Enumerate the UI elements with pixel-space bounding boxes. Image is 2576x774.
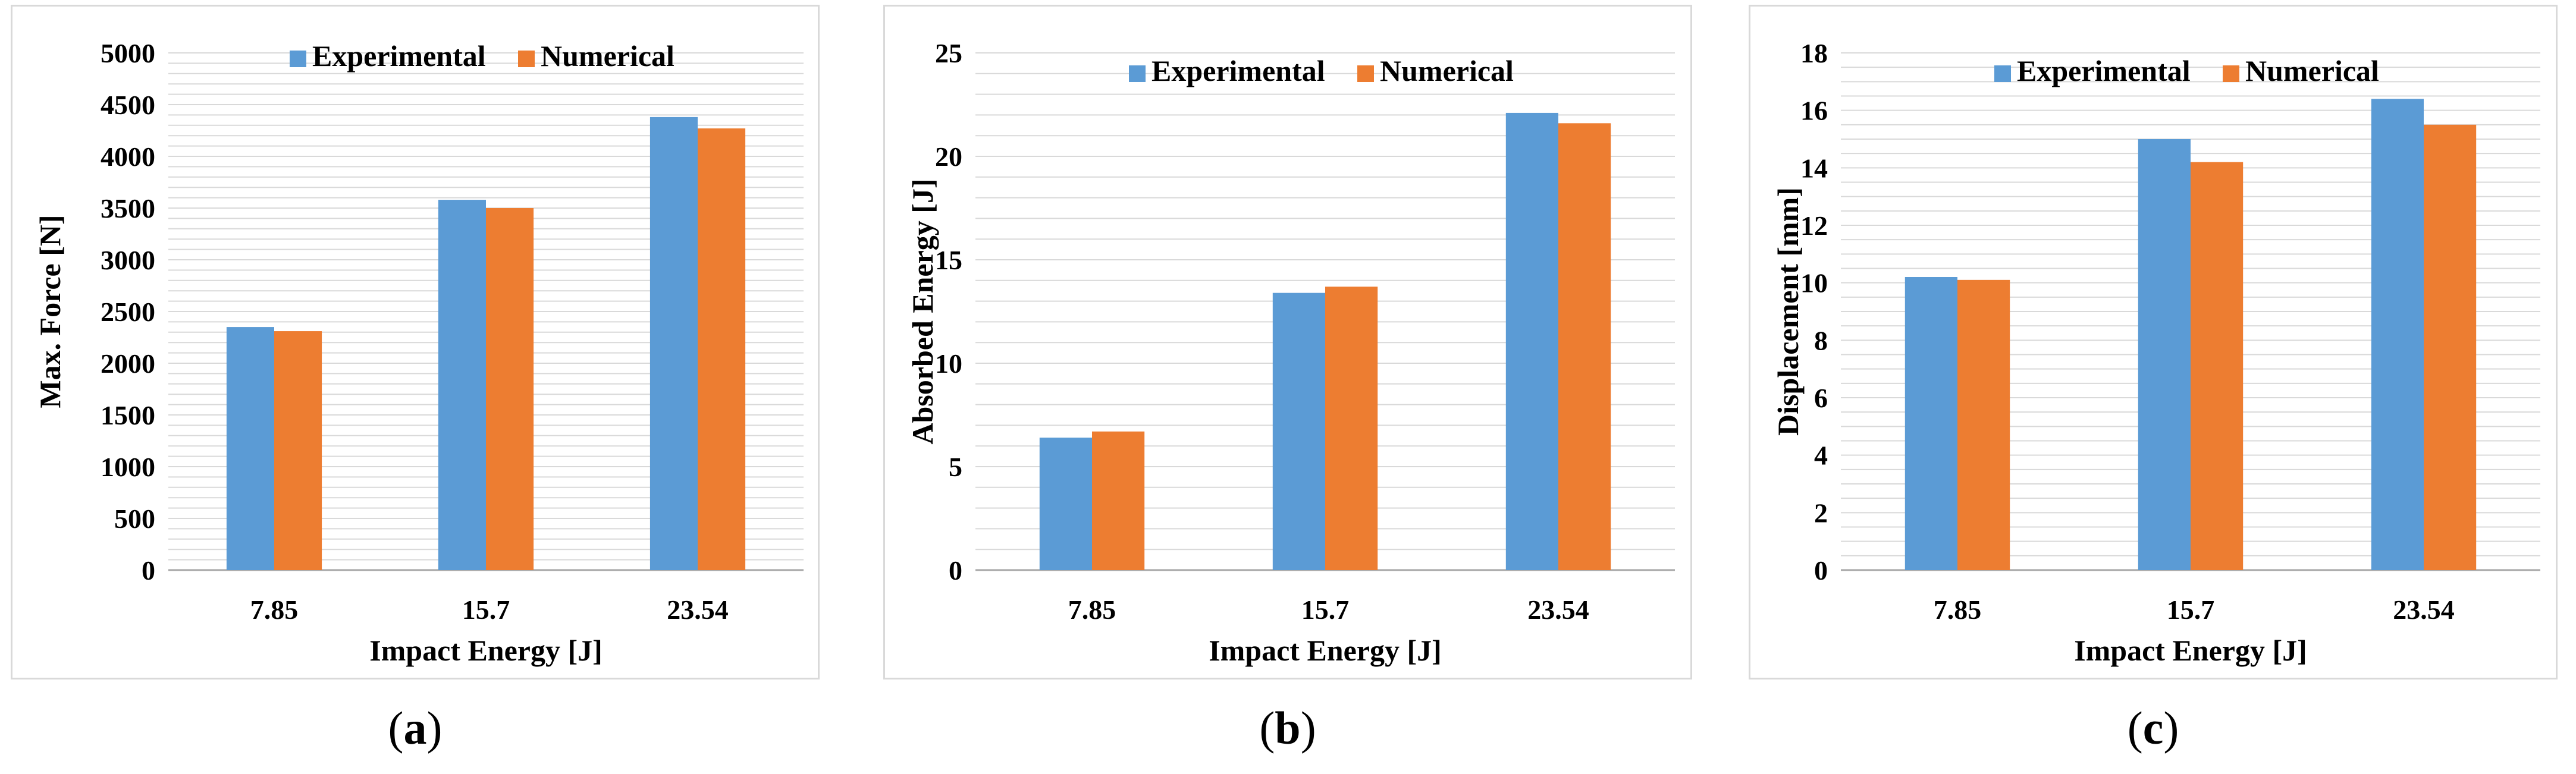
legend-label-experimental: Experimental [312, 39, 486, 73]
bar-experimental-15_7 [2138, 139, 2191, 570]
legend-swatch-experimental [1994, 65, 2011, 82]
chart-c-svg: 0 2 4 6 8 10 12 14 16 18 7.85 15.7 23.54 Impact Energ… [1771, 38, 2540, 667]
caption-a-close: ) [426, 702, 443, 754]
caption-c: (c) [1749, 701, 2558, 755]
y-tick-label: 0 [949, 555, 962, 586]
y-tick-label: 2 [1814, 498, 1828, 528]
y-tick-label: 1500 [101, 400, 155, 430]
bar-experimental-23_54 [650, 117, 698, 570]
y-tick-label: 5 [949, 452, 962, 482]
caption-a-letter: a [403, 702, 427, 754]
caption-b-open: ( [1259, 702, 1275, 754]
legend-swatch-experimental [1129, 65, 1146, 82]
chart-b-svg: 0 5 10 15 20 25 7.85 15.7 23.54 Impact Energy [J]… [906, 38, 1675, 667]
bar-numerical-7_85 [274, 331, 322, 570]
x-category-label: 15.7 [1301, 594, 1350, 625]
y-tick-label: 15 [935, 245, 962, 275]
y-tick-label: 5000 [101, 38, 155, 68]
y-tick-label: 14 [1800, 153, 1828, 183]
chart-panel-a: 0 500 1000 1500 2000 2500 3000 3500 4000 4500 5000… [11, 5, 820, 679]
bar-numerical-7_85 [1092, 431, 1145, 570]
y-tick-label: 500 [114, 504, 155, 534]
legend-swatch-experimental [290, 51, 306, 67]
y-tick-label: 3500 [101, 193, 155, 224]
bar-experimental-7_85 [226, 327, 274, 570]
y-tick-label: 10 [935, 348, 962, 379]
y-tick-label: 3000 [101, 245, 155, 275]
caption-b-letter: b [1275, 702, 1301, 754]
legend-swatch-numerical [518, 51, 535, 67]
caption-a: (a) [11, 701, 820, 755]
y-tick-label: 2500 [101, 297, 155, 327]
bar-numerical-7_85 [1957, 279, 2010, 570]
caption-c-close: ) [2163, 702, 2179, 754]
x-axis-label: Impact Energy [J] [2074, 634, 2307, 667]
bar-experimental-23_54 [1505, 112, 1558, 571]
legend-swatch-numerical [2223, 65, 2239, 82]
x-category-label: 15.7 [462, 594, 510, 625]
bar-numerical-15_7 [486, 208, 534, 570]
y-tick-label: 1000 [101, 452, 155, 482]
y-tick-label: 8 [1814, 325, 1828, 355]
bar-experimental-15_7 [1272, 292, 1325, 570]
x-category-label: 7.85 [1068, 594, 1116, 625]
legend-label-experimental: Experimental [2017, 54, 2191, 87]
legend-swatch-numerical [1357, 65, 1374, 82]
x-axis-label: Impact Energy [J] [1209, 634, 1442, 667]
legend-label-experimental: Experimental [1151, 54, 1325, 87]
chart-panel-b: 0 5 10 15 20 25 7.85 15.7 23.54 Impact Energy [J]… [883, 5, 1692, 679]
bar-experimental-7_85 [1039, 438, 1092, 570]
y-tick-label: 0 [142, 555, 155, 586]
legend-label-numerical: Numerical [1380, 54, 1514, 87]
y-tick-label: 16 [1800, 96, 1828, 126]
caption-b-close: ) [1300, 702, 1316, 754]
x-category-label: 7.85 [250, 594, 299, 625]
y-tick-label: 12 [1800, 210, 1828, 241]
legend-label-numerical: Numerical [2245, 54, 2379, 87]
chart-panel-c: 0 2 4 6 8 10 12 14 16 18 7.85 15.7 23.54 Impact Energ… [1749, 5, 2558, 679]
x-category-label: 15.7 [2167, 594, 2215, 625]
caption-a-open: ( [388, 702, 404, 754]
bar-experimental-15_7 [438, 200, 486, 571]
x-category-label: 7.85 [1934, 594, 1982, 625]
bar-numerical-15_7 [1325, 287, 1378, 570]
y-tick-label: 20 [935, 141, 962, 172]
x-category-label: 23.54 [2393, 594, 2455, 625]
y-tick-label: 10 [1800, 268, 1828, 298]
y-tick-label: 2000 [101, 348, 155, 379]
y-axis-label: Max. Force [N] [33, 215, 67, 408]
chart-a-svg: 0 500 1000 1500 2000 2500 3000 3500 4000 4500 5000… [33, 38, 804, 667]
y-axis-label: Displacement [mm] [1771, 187, 1805, 436]
bar-numerical-23_54 [2424, 124, 2477, 571]
y-tick-label: 25 [935, 38, 962, 68]
bar-experimental-23_54 [2371, 99, 2424, 571]
y-tick-label: 4500 [101, 90, 155, 120]
y-tick-label: 6 [1814, 383, 1828, 413]
y-tick-label: 0 [1814, 555, 1828, 586]
legend-label-numerical: Numerical [541, 39, 674, 73]
x-axis-label: Impact Energy [J] [369, 634, 603, 667]
bar-numerical-23_54 [1558, 123, 1611, 570]
x-category-label: 23.54 [667, 594, 729, 625]
y-axis-label: Absorbed Energy [J] [906, 178, 939, 444]
y-tick-label: 4 [1814, 441, 1828, 471]
bar-numerical-23_54 [698, 128, 746, 570]
bar-experimental-7_85 [1904, 277, 1957, 570]
caption-c-open: ( [2127, 702, 2143, 754]
caption-c-letter: c [2142, 702, 2164, 754]
caption-b: (b) [883, 701, 1692, 755]
bar-numerical-15_7 [2191, 162, 2244, 571]
y-tick-label: 4000 [101, 141, 155, 172]
y-tick-label: 18 [1800, 38, 1828, 68]
x-category-label: 23.54 [1527, 594, 1589, 625]
